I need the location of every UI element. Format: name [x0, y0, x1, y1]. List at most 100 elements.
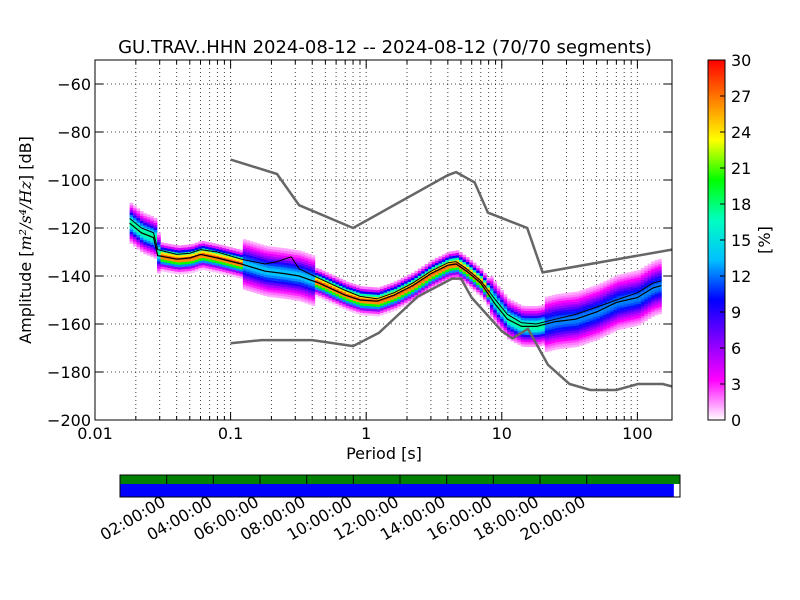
density-cell	[290, 290, 295, 293]
density-cell	[390, 282, 395, 286]
density-cell	[585, 290, 590, 294]
density-cell	[376, 313, 381, 317]
density-cell	[644, 296, 649, 300]
density-cell	[561, 324, 566, 328]
density-cell	[596, 318, 601, 321]
density-cell	[445, 252, 450, 256]
density-cell	[325, 274, 329, 278]
density-cell	[647, 273, 652, 276]
density-cell	[410, 282, 415, 285]
density-cell	[575, 327, 580, 331]
density-cell	[284, 284, 288, 287]
density-cell	[308, 302, 312, 305]
density-cell	[534, 310, 539, 314]
density-cell	[486, 294, 491, 298]
density-cell	[335, 281, 340, 285]
density-cell	[325, 284, 329, 287]
density-cell	[640, 294, 645, 297]
density-cell	[160, 264, 165, 267]
density-cell	[146, 243, 151, 246]
density-cell	[637, 274, 642, 278]
density-cell	[592, 295, 597, 298]
density-cell	[260, 256, 264, 260]
density-cell	[651, 285, 655, 289]
density-cell	[393, 286, 398, 289]
density-cell	[582, 318, 587, 321]
density-cell	[613, 278, 618, 282]
density-cell	[537, 339, 542, 342]
density-cell	[211, 245, 216, 249]
density-cell	[658, 302, 662, 305]
density-cell	[342, 301, 347, 305]
density-cell	[589, 301, 594, 304]
density-cell	[654, 303, 659, 306]
density-cell	[627, 279, 631, 283]
density-cell	[253, 273, 257, 277]
density-cell	[524, 318, 528, 321]
density-cell	[301, 253, 305, 257]
density-cell	[187, 268, 192, 272]
density-cell	[260, 251, 264, 255]
density-cell	[133, 241, 137, 245]
density-cell	[603, 322, 607, 325]
density-cell	[373, 304, 377, 307]
density-cell	[191, 248, 196, 252]
density-cell	[225, 263, 230, 266]
density-cell	[215, 246, 220, 249]
density-cell	[610, 292, 614, 295]
density-cell	[469, 259, 474, 263]
density-cell	[582, 339, 587, 343]
density-cell	[280, 262, 285, 265]
density-cell	[170, 268, 175, 272]
density-cell	[277, 252, 281, 255]
density-cell	[507, 307, 511, 311]
density-cell	[314, 272, 319, 276]
density-cell	[561, 317, 566, 320]
density-cell	[321, 292, 326, 295]
density-cell	[541, 338, 546, 341]
density-cell	[561, 310, 566, 313]
density-cell	[658, 292, 662, 296]
density-cell	[596, 337, 601, 340]
density-cell	[263, 252, 268, 256]
density-cell	[651, 283, 655, 286]
density-cell	[177, 271, 182, 275]
density-cell	[400, 280, 405, 284]
density-cell	[321, 294, 326, 298]
density-cell	[630, 300, 635, 303]
density-cell	[153, 229, 158, 233]
density-cell	[198, 241, 202, 245]
density-cell	[627, 303, 631, 307]
density-cell	[640, 289, 645, 293]
density-cell	[136, 210, 141, 214]
density-cell	[273, 254, 278, 257]
density-cell	[558, 317, 563, 321]
density-cell	[630, 309, 635, 313]
density-cell	[493, 317, 498, 320]
density-cell	[555, 342, 559, 345]
colorbar-tick-label: 9	[731, 303, 741, 322]
density-cell	[167, 270, 172, 273]
density-cell	[417, 268, 422, 272]
density-cell	[198, 263, 202, 266]
density-cell	[613, 295, 618, 299]
density-cell	[558, 339, 563, 342]
density-cell	[527, 318, 532, 321]
density-cell	[290, 283, 295, 286]
density-cell	[345, 305, 350, 309]
density-cell	[510, 324, 515, 327]
density-cell	[616, 308, 621, 311]
density-cell	[301, 273, 305, 276]
density-cell	[507, 336, 511, 340]
density-cell	[404, 278, 408, 282]
density-cell	[561, 343, 566, 347]
density-cell	[239, 264, 244, 267]
density-cell	[400, 294, 405, 298]
density-cell	[561, 298, 566, 301]
density-cell	[280, 291, 285, 294]
density-cell	[517, 337, 522, 341]
density-cell	[630, 271, 635, 275]
density-cell	[620, 276, 625, 279]
density-cell	[174, 271, 178, 275]
density-cell	[294, 278, 299, 282]
